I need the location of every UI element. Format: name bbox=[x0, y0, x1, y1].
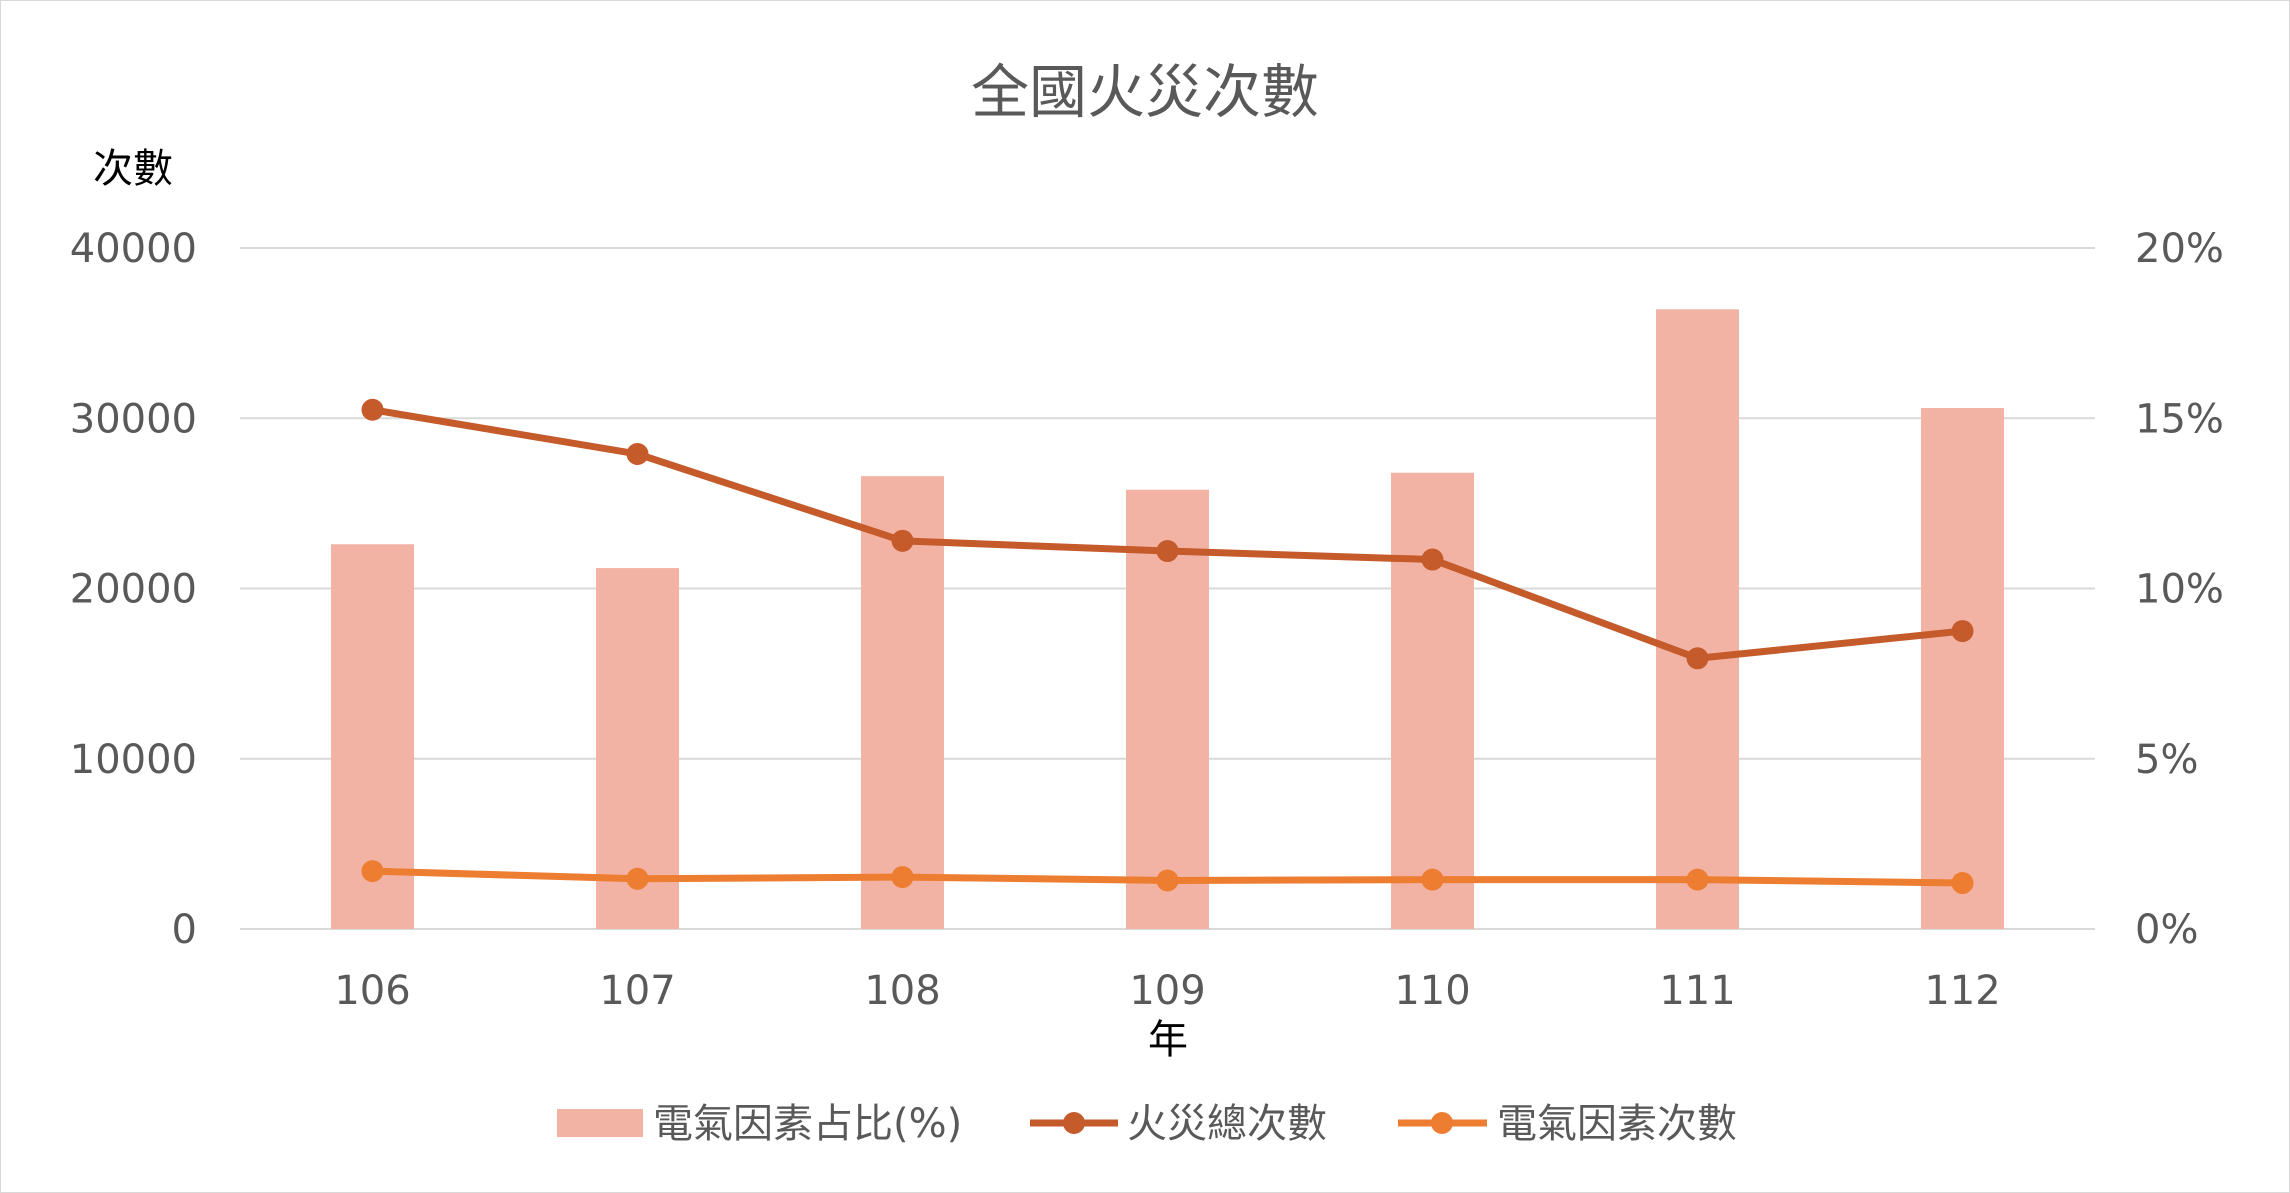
bar bbox=[1656, 309, 1739, 929]
data-point bbox=[1156, 540, 1179, 563]
y-tick-label: 40000 bbox=[70, 226, 197, 272]
y-tick-label: 20000 bbox=[70, 567, 197, 613]
bar bbox=[1391, 472, 1474, 929]
data-point bbox=[361, 860, 384, 883]
y-tick-label: 30000 bbox=[70, 396, 197, 442]
legend-label: 電氣因素占比(%) bbox=[653, 1101, 962, 1147]
x-tick-label: 109 bbox=[1129, 968, 1205, 1014]
y2-axis-ticks: 0% 5% 10% 15% 20% bbox=[2135, 226, 2224, 953]
data-point bbox=[891, 529, 914, 552]
legend-swatch bbox=[557, 1109, 643, 1137]
data-point bbox=[626, 867, 649, 890]
y-axis-ticks: 0 10000 20000 30000 40000 bbox=[70, 226, 197, 953]
data-point bbox=[891, 866, 914, 889]
y2-tick-label: 15% bbox=[2135, 396, 2224, 442]
legend-marker bbox=[1063, 1112, 1085, 1134]
x-tick-label: 110 bbox=[1394, 968, 1470, 1014]
bar bbox=[1921, 408, 2004, 929]
legend-label: 電氣因素次數 bbox=[1497, 1101, 1737, 1147]
legend: 電氣因素占比(%) 火災總次數 電氣因素次數 bbox=[557, 1101, 1737, 1147]
y2-tick-label: 0% bbox=[2135, 907, 2198, 953]
legend-label: 火災總次數 bbox=[1127, 1101, 1327, 1147]
data-point bbox=[1156, 869, 1179, 892]
x-tick-label: 112 bbox=[1924, 968, 2000, 1014]
y2-tick-label: 20% bbox=[2135, 226, 2224, 272]
y-tick-label: 0 bbox=[172, 907, 197, 953]
bar-series-electrical-ratio bbox=[331, 309, 2004, 929]
data-point bbox=[1421, 548, 1444, 571]
legend-marker bbox=[1431, 1112, 1453, 1134]
y2-tick-label: 5% bbox=[2135, 737, 2198, 783]
x-tick-label: 107 bbox=[599, 968, 675, 1014]
data-point bbox=[626, 443, 649, 466]
line-series bbox=[361, 398, 1974, 895]
x-tick-label: 111 bbox=[1659, 968, 1735, 1014]
x-tick-label: 106 bbox=[334, 968, 410, 1014]
x-axis-ticks: 106 107 108 109 110 111 112 bbox=[334, 968, 2000, 1014]
data-point bbox=[361, 398, 384, 421]
y-axis-title: 次數 bbox=[93, 146, 173, 192]
data-point bbox=[1951, 620, 1974, 643]
data-point bbox=[1951, 872, 1974, 895]
chart-title: 全國火災次數 bbox=[971, 58, 1319, 126]
data-point bbox=[1421, 868, 1444, 891]
x-tick-label: 108 bbox=[864, 968, 940, 1014]
y2-tick-label: 10% bbox=[2135, 567, 2224, 613]
data-point bbox=[1686, 647, 1709, 670]
data-point bbox=[1686, 868, 1709, 891]
bar bbox=[1126, 489, 1209, 929]
y-tick-label: 10000 bbox=[70, 737, 197, 783]
x-axis-title: 年 bbox=[1148, 1017, 1188, 1063]
